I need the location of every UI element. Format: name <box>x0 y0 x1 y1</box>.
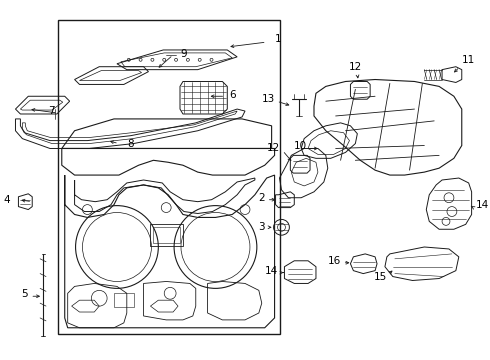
Text: 6: 6 <box>229 90 236 100</box>
Text: 16: 16 <box>327 256 341 266</box>
Bar <box>58 21 279 334</box>
Text: 8: 8 <box>127 139 133 149</box>
Text: 5: 5 <box>22 289 28 299</box>
Text: 3: 3 <box>258 222 265 232</box>
Text: 14: 14 <box>265 266 278 276</box>
Text: 13: 13 <box>261 94 274 104</box>
Text: 10: 10 <box>294 140 307 150</box>
Text: 4: 4 <box>4 195 11 205</box>
Text: 11: 11 <box>462 55 475 65</box>
Text: 1: 1 <box>274 34 281 44</box>
Text: 2: 2 <box>258 193 265 203</box>
Text: 12: 12 <box>349 62 362 72</box>
Bar <box>114 293 134 307</box>
Text: 12: 12 <box>267 144 280 153</box>
Text: 14: 14 <box>476 200 489 210</box>
Bar <box>153 227 180 243</box>
Bar <box>150 224 183 246</box>
Text: 7: 7 <box>48 106 55 116</box>
Text: 9: 9 <box>180 49 187 59</box>
Text: 15: 15 <box>374 271 387 282</box>
